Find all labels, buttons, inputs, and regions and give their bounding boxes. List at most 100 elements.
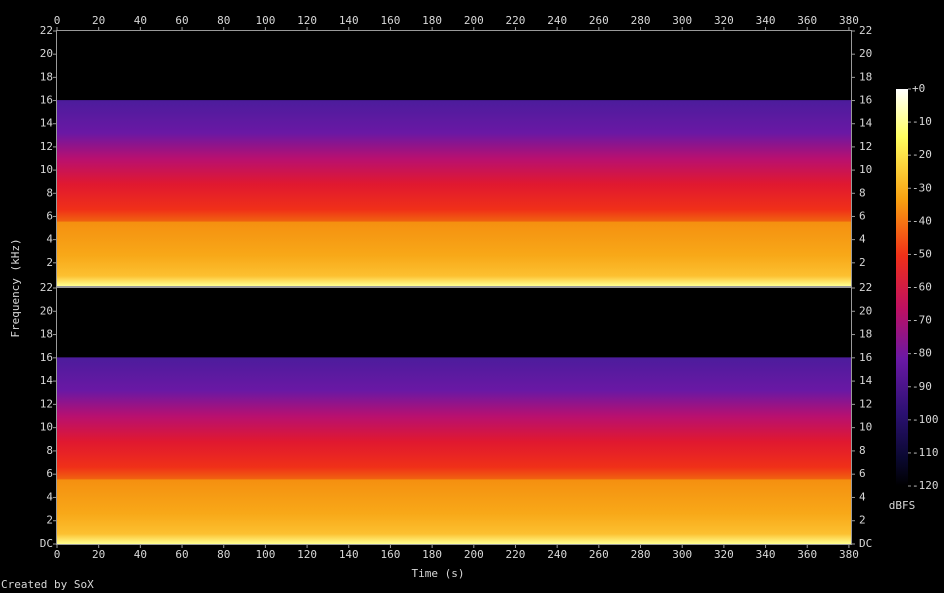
x-tick-label: 240 <box>547 548 567 561</box>
x-tick-label: 260 <box>589 548 609 561</box>
colorbar-tick-label: -120 <box>912 479 939 492</box>
x-tick-label: 340 <box>756 14 776 27</box>
y-tick-label: 4 <box>859 490 866 503</box>
x-tick-label: 60 <box>175 548 188 561</box>
y-tick-label: 16 <box>40 351 53 364</box>
colorbar-tick-label: -70 <box>912 314 932 327</box>
colorbar-tick-label: -110 <box>912 446 939 459</box>
colorbar-label: dBFS <box>889 499 916 512</box>
x-tick-label: 280 <box>631 548 651 561</box>
y-tick-label: 22 <box>40 24 53 37</box>
x-tick-label: 320 <box>714 548 734 561</box>
y-tick-label: 18 <box>859 328 872 341</box>
x-tick-label: 40 <box>134 548 147 561</box>
y-tick-label: 22 <box>40 281 53 294</box>
y-tick-label: 2 <box>859 256 866 269</box>
y-tick-label: 8 <box>859 186 866 199</box>
y-tick-label: 20 <box>859 47 872 60</box>
y-tick-label: 12 <box>40 140 53 153</box>
y-tick-label: 10 <box>40 421 53 434</box>
x-tick-label: 360 <box>797 14 817 27</box>
x-tick-label: 280 <box>631 14 651 27</box>
x-tick-label: 300 <box>672 548 692 561</box>
y-tick-label: 10 <box>40 163 53 176</box>
y-tick-label: 22 <box>859 281 872 294</box>
x-tick-label: 0 <box>54 548 61 561</box>
y-tick-label: 12 <box>40 397 53 410</box>
x-tick-label: 380 <box>839 14 859 27</box>
x-tick-label: 300 <box>672 14 692 27</box>
y-tick-label: 16 <box>859 351 872 364</box>
y-tick-label: 8 <box>46 444 53 457</box>
y-tick-label: 20 <box>40 47 53 60</box>
x-tick-label: 240 <box>547 14 567 27</box>
colorbar-tick-label: -90 <box>912 380 932 393</box>
y-tick-label: 6 <box>46 209 53 222</box>
y-tick-label: 2 <box>859 514 866 527</box>
y-tick-label: 10 <box>859 163 872 176</box>
x-tick-label: 380 <box>839 548 859 561</box>
y-tick-label: 4 <box>46 490 53 503</box>
y-tick-label: 14 <box>859 117 873 130</box>
y-tick-label: 2 <box>46 514 53 527</box>
plot-frame <box>56 30 852 287</box>
x-tick-label: 120 <box>297 14 317 27</box>
colorbar-tick-label: -40 <box>912 214 932 227</box>
y-tick-label: DC <box>40 537 53 550</box>
y-tick-label: 2 <box>46 256 53 269</box>
y-tick-label: 12 <box>859 397 872 410</box>
x-axis-label: Time (s) <box>412 567 465 580</box>
colorbar-tick-label: -30 <box>912 181 932 194</box>
x-tick-label: 60 <box>175 14 188 27</box>
y-tick-label: 18 <box>40 328 53 341</box>
y-axis-label: Frequency (kHz) <box>9 238 22 337</box>
spectrogram-image <box>57 288 851 544</box>
footer: Created by SoX <box>1 578 94 591</box>
x-tick-label: 320 <box>714 14 734 27</box>
y-tick-label: 16 <box>40 94 53 107</box>
x-tick-label: 260 <box>589 14 609 27</box>
x-tick-label: 0 <box>54 14 61 27</box>
y-tick-label: 8 <box>46 186 53 199</box>
x-tick-label: 100 <box>255 14 275 27</box>
y-tick-label: 10 <box>859 421 872 434</box>
y-tick-label: 12 <box>859 140 872 153</box>
y-tick-label: 6 <box>859 209 866 222</box>
x-tick-label: 340 <box>756 548 776 561</box>
y-tick-label: 18 <box>40 70 53 83</box>
x-tick-label: 80 <box>217 14 230 27</box>
x-tick-label: 200 <box>464 548 484 561</box>
y-tick-label: 16 <box>859 94 872 107</box>
x-tick-label: 160 <box>381 548 401 561</box>
y-tick-label: 4 <box>46 233 53 246</box>
colorbar-tick-label: -60 <box>912 281 932 294</box>
x-tick-label: 140 <box>339 548 359 561</box>
colorbar-tick-label: -80 <box>912 347 932 360</box>
x-tick-label: 180 <box>422 14 442 27</box>
y-tick-label: 22 <box>859 24 872 37</box>
y-tick-label: 14 <box>40 117 54 130</box>
y-tick-label: 6 <box>859 467 866 480</box>
x-tick-label: 40 <box>134 14 147 27</box>
colorbar-tick-label: +0 <box>912 82 925 95</box>
colorbar <box>896 89 908 486</box>
y-tick-label: 8 <box>859 444 866 457</box>
x-tick-label: 160 <box>381 14 401 27</box>
x-tick-label: 80 <box>217 548 230 561</box>
y-tick-label: 14 <box>40 374 54 387</box>
y-tick-label: 20 <box>859 304 872 317</box>
y-tick-label: 6 <box>46 467 53 480</box>
colorbar-tick-label: -50 <box>912 247 932 260</box>
x-tick-label: 100 <box>255 548 275 561</box>
x-tick-label: 220 <box>506 548 526 561</box>
colorbar-tick-label: -10 <box>912 115 932 128</box>
x-tick-label: 20 <box>92 14 105 27</box>
x-tick-label: 200 <box>464 14 484 27</box>
colorbar-tick-label: -100 <box>912 413 939 426</box>
y-tick-label: DC <box>859 537 872 550</box>
y-tick-label: 20 <box>40 304 53 317</box>
y-tick-label: 4 <box>859 233 866 246</box>
colorbar-tick-label: -20 <box>912 148 932 161</box>
